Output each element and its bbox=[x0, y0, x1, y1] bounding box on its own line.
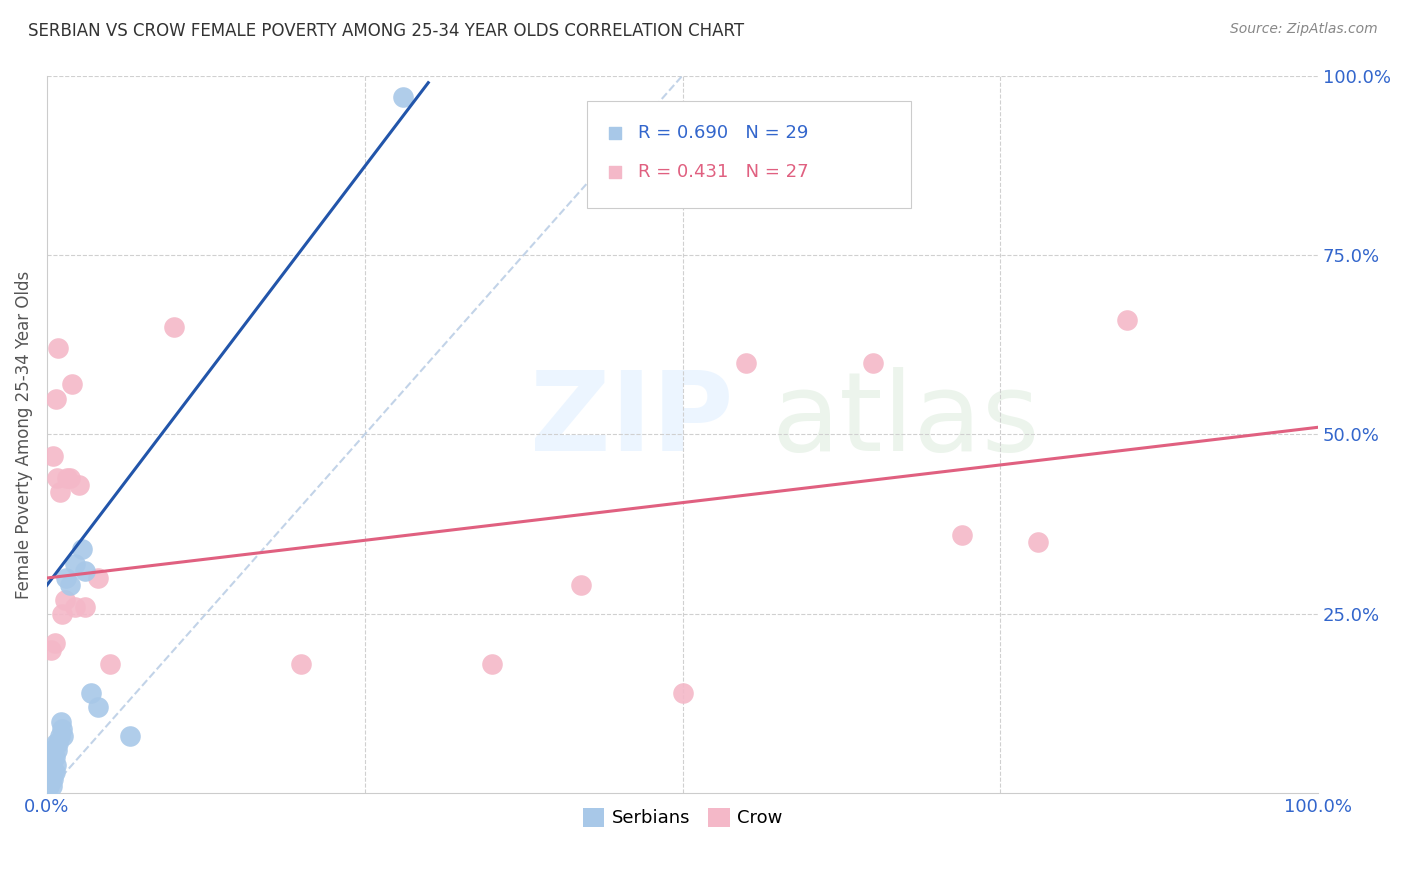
Point bbox=[60, 377, 83, 392]
Point bbox=[392, 90, 415, 104]
Point bbox=[1028, 535, 1050, 549]
Point bbox=[51, 722, 73, 736]
Point bbox=[59, 578, 82, 592]
Text: atlas: atlas bbox=[772, 367, 1040, 474]
Point bbox=[569, 578, 592, 592]
Point bbox=[290, 657, 312, 672]
Point bbox=[55, 571, 77, 585]
Point bbox=[48, 484, 70, 499]
Point bbox=[39, 757, 62, 772]
Point bbox=[39, 642, 62, 657]
Point bbox=[163, 319, 186, 334]
Point bbox=[51, 607, 73, 621]
Point bbox=[45, 736, 67, 750]
Point bbox=[37, 779, 59, 793]
FancyBboxPatch shape bbox=[588, 101, 911, 209]
Point bbox=[56, 470, 79, 484]
Point bbox=[53, 592, 76, 607]
Point bbox=[862, 356, 884, 370]
Point bbox=[73, 599, 96, 614]
Point bbox=[87, 700, 110, 714]
Text: R = 0.431   N = 27: R = 0.431 N = 27 bbox=[638, 163, 808, 181]
Point bbox=[38, 764, 60, 779]
Point bbox=[118, 729, 141, 743]
Point bbox=[481, 657, 503, 672]
Text: SERBIAN VS CROW FEMALE POVERTY AMONG 25-34 YEAR OLDS CORRELATION CHART: SERBIAN VS CROW FEMALE POVERTY AMONG 25-… bbox=[28, 22, 744, 40]
Point bbox=[42, 743, 65, 757]
Point bbox=[48, 729, 70, 743]
Point bbox=[45, 757, 67, 772]
Point bbox=[52, 729, 75, 743]
Point bbox=[87, 571, 110, 585]
Point bbox=[46, 470, 69, 484]
Point bbox=[41, 779, 63, 793]
Point bbox=[45, 392, 67, 406]
Point bbox=[72, 542, 94, 557]
Point bbox=[63, 557, 86, 571]
Point bbox=[42, 772, 65, 786]
Point bbox=[671, 686, 693, 700]
Point bbox=[44, 635, 66, 649]
Point bbox=[100, 657, 122, 672]
Point bbox=[1116, 312, 1139, 326]
Point bbox=[42, 449, 65, 463]
Point bbox=[73, 564, 96, 578]
Point bbox=[735, 356, 758, 370]
Point bbox=[37, 772, 59, 786]
Point bbox=[44, 764, 66, 779]
Point bbox=[46, 341, 69, 355]
Point bbox=[59, 470, 82, 484]
Point bbox=[605, 126, 627, 140]
Point bbox=[950, 528, 973, 542]
Point bbox=[67, 477, 90, 491]
Point bbox=[49, 714, 72, 729]
Point bbox=[39, 772, 62, 786]
Point bbox=[80, 686, 103, 700]
Y-axis label: Female Poverty Among 25-34 Year Olds: Female Poverty Among 25-34 Year Olds bbox=[15, 270, 32, 599]
Point bbox=[38, 779, 60, 793]
Text: Source: ZipAtlas.com: Source: ZipAtlas.com bbox=[1230, 22, 1378, 37]
Text: R = 0.690   N = 29: R = 0.690 N = 29 bbox=[638, 124, 808, 142]
Text: ZIP: ZIP bbox=[530, 367, 734, 474]
Point bbox=[46, 743, 69, 757]
Point bbox=[63, 599, 86, 614]
Point bbox=[44, 750, 66, 764]
Point bbox=[46, 736, 69, 750]
Legend: Serbians, Crow: Serbians, Crow bbox=[575, 801, 790, 835]
Point bbox=[605, 165, 627, 179]
Point bbox=[41, 750, 63, 764]
